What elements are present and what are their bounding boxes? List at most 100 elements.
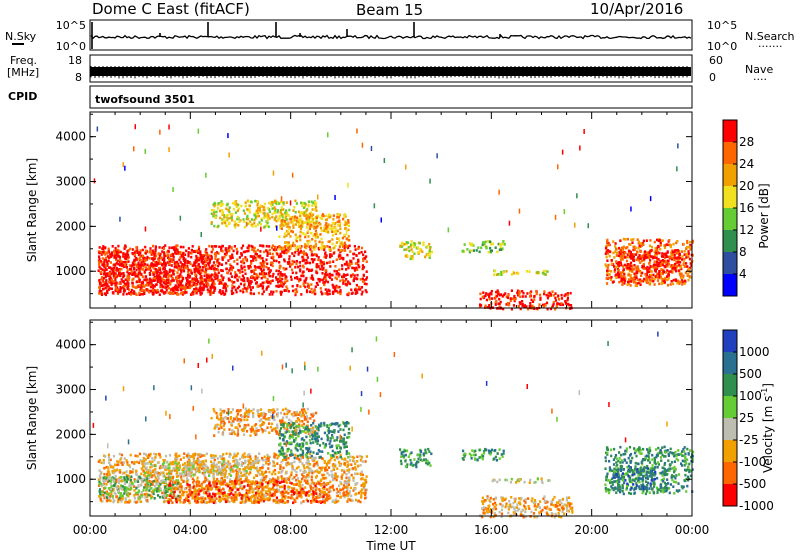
- heatmap-cell: [484, 294, 487, 297]
- heatmap-cell: [175, 285, 178, 289]
- heatmap-cell: [635, 276, 638, 279]
- heatmap-cell: [541, 303, 545, 307]
- heatmap-cell: [314, 246, 317, 250]
- heatmap-cell: [173, 469, 176, 472]
- heatmap-cell: [234, 458, 237, 462]
- heatmap-cell: [152, 265, 155, 269]
- heatmap-cell: [682, 242, 685, 246]
- heatmap-cell: [267, 206, 270, 210]
- heatmap-cell: [230, 280, 233, 283]
- heatmap-cell: [339, 231, 342, 235]
- heatmap-cell: [267, 214, 270, 218]
- heatmap-cell: [256, 203, 259, 207]
- heatmap-cell: [209, 293, 212, 296]
- heatmap-cell: [138, 251, 141, 254]
- heatmap-cell: [261, 257, 264, 260]
- heatmap-cell: [254, 211, 257, 215]
- heatmap-cell: [227, 496, 230, 499]
- heatmap-cell: [171, 277, 174, 280]
- heatmap-cell: [247, 244, 250, 247]
- heatmap-cell: [426, 253, 429, 257]
- heatmap-cell: [245, 217, 248, 221]
- heatmap-cell: [263, 214, 266, 218]
- heatmap-cell: [685, 247, 688, 250]
- heatmap-cell: [141, 263, 144, 267]
- heatmap-cell: [200, 482, 203, 486]
- heatmap-cell: [123, 482, 126, 486]
- heatmap-cell: [172, 286, 175, 290]
- heatmap-cell: [123, 265, 126, 269]
- heatmap-cell: [342, 484, 346, 487]
- heatmap-cell: [157, 274, 160, 277]
- heatmap-cell: [147, 469, 150, 472]
- heatmap-cell: [309, 276, 312, 280]
- heatmap-cell: [301, 204, 304, 208]
- heatmap-cell: [638, 244, 641, 248]
- heatmap-cell: [343, 215, 346, 219]
- heatmap-cell: [133, 146, 135, 152]
- heatmap-cell: [660, 268, 663, 271]
- heatmap-cell: [268, 245, 271, 248]
- heatmap-cell: [629, 261, 633, 265]
- heatmap-cell: [627, 252, 631, 255]
- heatmap-cell: [199, 455, 202, 458]
- heatmap-cell: [157, 257, 160, 261]
- heatmap-cell: [137, 261, 140, 265]
- heatmap-cell: [212, 213, 215, 216]
- heatmap-cell: [339, 291, 342, 294]
- heatmap-cell: [200, 268, 203, 271]
- heatmap-cell: [144, 226, 147, 232]
- heatmap-cell: [159, 455, 162, 459]
- heatmap-cell: [111, 245, 114, 248]
- heatmap-cell: [311, 260, 315, 264]
- heatmap-cell: [180, 275, 183, 278]
- heatmap-cell: [321, 272, 324, 275]
- heatmap-cell: [488, 240, 492, 243]
- heatmap-cell: [333, 230, 336, 234]
- heatmap-cell: [258, 272, 262, 276]
- heatmap-cell: [546, 307, 549, 311]
- heatmap-cell: [99, 281, 102, 285]
- heatmap-cell: [358, 265, 361, 269]
- heatmap-cell: [162, 247, 166, 250]
- heatmap-cell: [344, 486, 347, 489]
- heatmap-cell: [353, 266, 356, 270]
- heatmap-cell: [144, 245, 147, 249]
- heatmap-cell: [148, 282, 151, 285]
- heatmap-cell: [649, 259, 652, 262]
- heatmap-cell: [124, 282, 128, 286]
- heatmap-cell: [122, 252, 125, 255]
- heatmap-cell: [142, 260, 145, 263]
- heatmap-cell: [162, 285, 165, 289]
- heatmap-cell: [331, 292, 335, 295]
- heatmap-cell: [252, 481, 256, 484]
- heatmap-cell: [240, 267, 243, 270]
- heatmap-cell: [193, 495, 196, 499]
- heatmap-cell: [213, 245, 216, 248]
- heatmap-cell: [279, 200, 283, 204]
- heatmap-cell: [160, 466, 163, 469]
- heatmap-cell: [188, 274, 192, 278]
- heatmap-cell: [250, 259, 253, 263]
- heatmap-cell: [499, 246, 502, 249]
- heatmap-cell: [509, 299, 512, 303]
- heatmap-cell: [245, 221, 248, 227]
- heatmap-cell: [656, 250, 659, 254]
- heatmap-cell: [267, 467, 270, 470]
- heatmap-cell: [179, 256, 182, 259]
- heatmap-cell: [612, 240, 615, 243]
- heatmap-cell: [335, 272, 338, 276]
- heatmap-cell: [258, 265, 261, 269]
- heatmap-cell: [165, 254, 168, 258]
- heatmap-cell: [629, 269, 632, 273]
- heatmap-cell: [360, 488, 363, 491]
- heatmap-cell: [566, 292, 569, 295]
- heatmap-cell: [314, 253, 317, 256]
- heatmap-cell: [261, 471, 264, 474]
- heatmap-cell: [331, 475, 334, 478]
- heatmap-cell: [140, 491, 143, 494]
- heatmap-cell: [172, 248, 176, 251]
- heatmap-cell: [337, 499, 340, 503]
- heatmap-cell: [189, 268, 192, 272]
- heatmap-cell: [193, 288, 196, 291]
